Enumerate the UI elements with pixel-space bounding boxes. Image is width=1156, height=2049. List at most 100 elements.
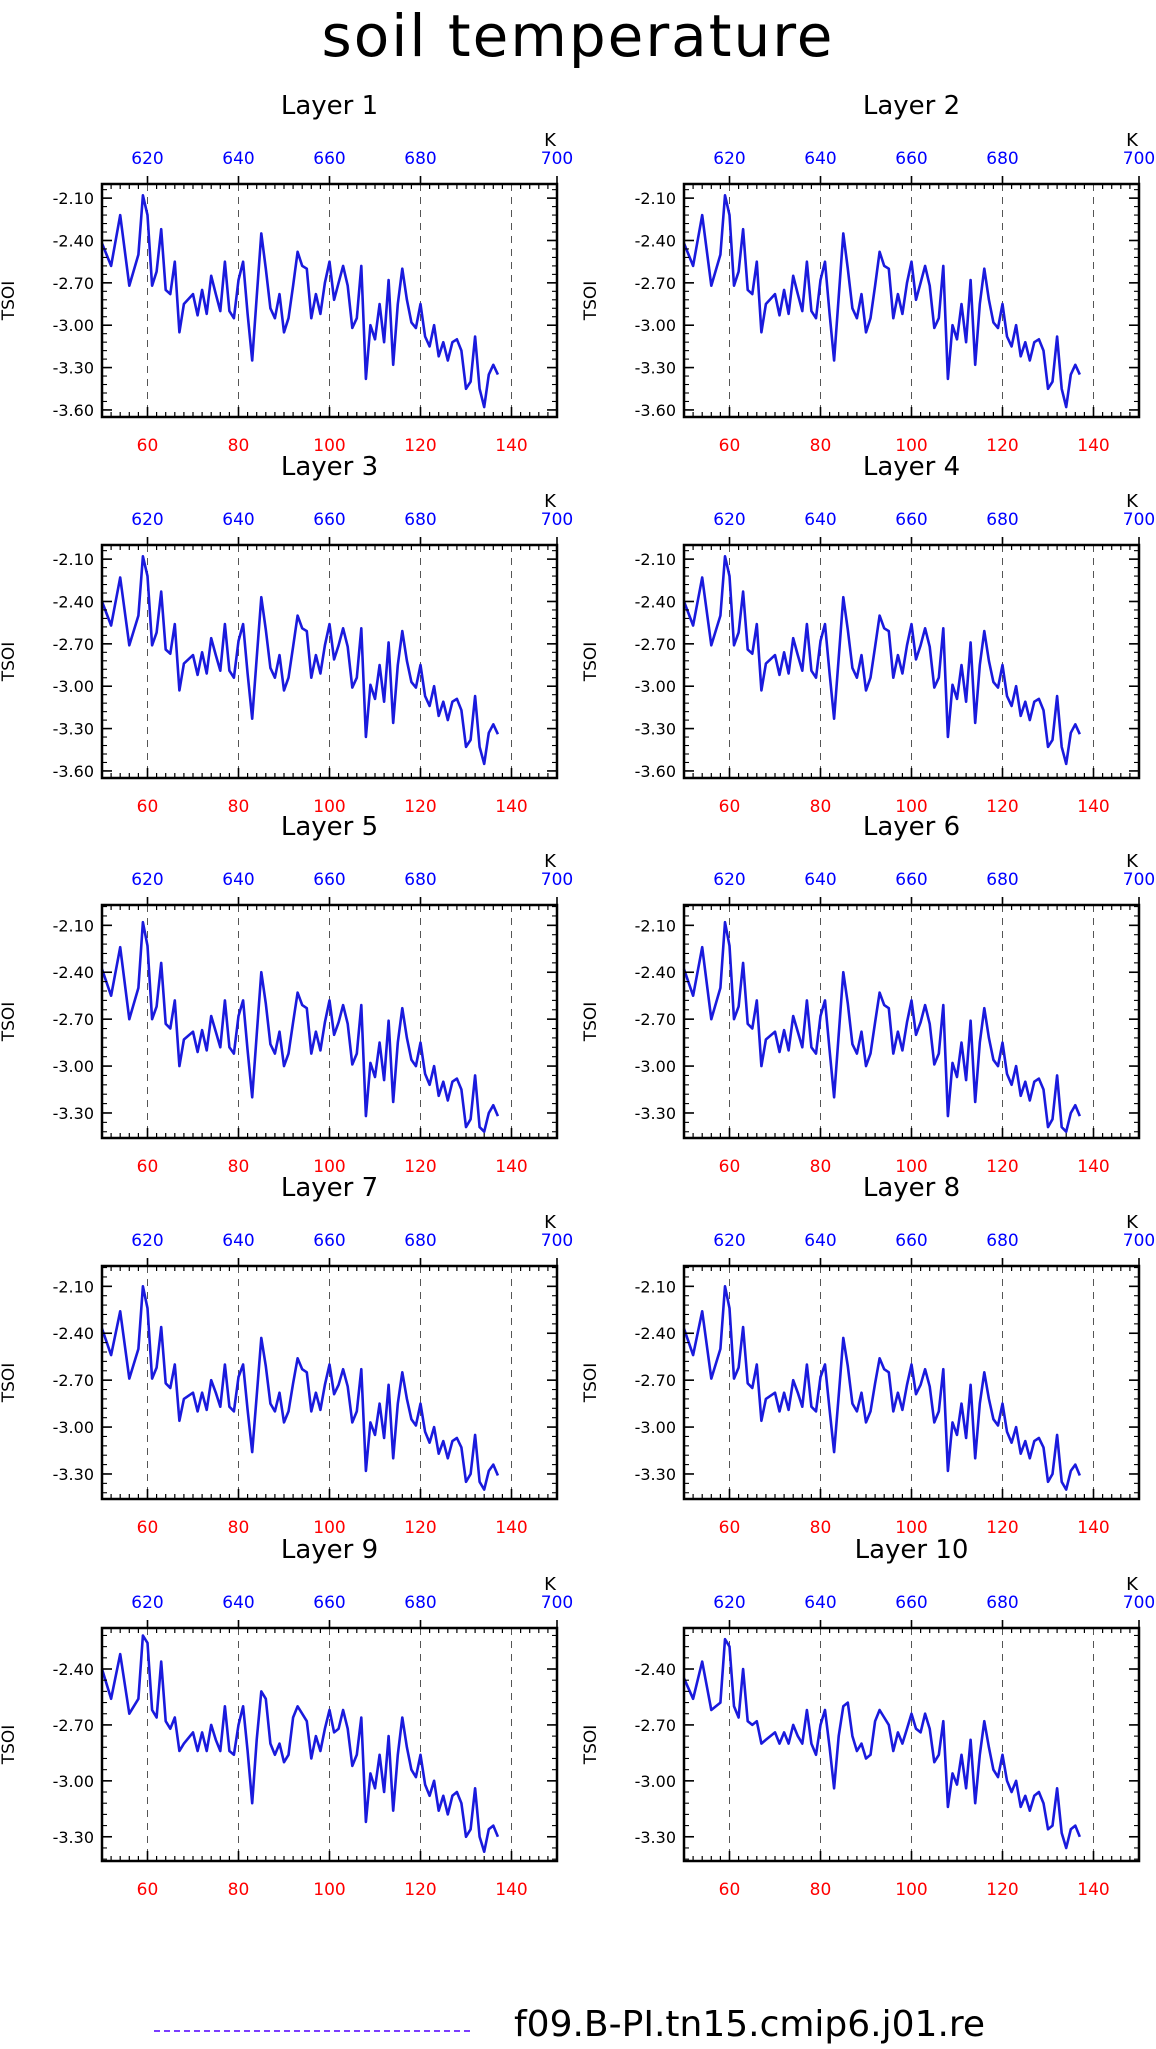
top-tick-label: 700 xyxy=(1123,149,1155,169)
x-tick-label: 140 xyxy=(1077,1880,1109,1900)
y-axis-label: TSOI xyxy=(581,1002,601,1043)
top-axis-label: K xyxy=(544,1574,557,1595)
y-tick-label: -2.10 xyxy=(635,550,676,569)
x-tick-label: 120 xyxy=(404,1880,436,1900)
y-tick-label: -3.60 xyxy=(53,762,94,781)
top-tick-label: 680 xyxy=(986,510,1018,530)
x-tick-label: 100 xyxy=(313,797,345,817)
y-axis-label: TSOI xyxy=(0,281,19,322)
x-tick-label: 140 xyxy=(495,436,527,456)
top-tick-label: 640 xyxy=(222,870,254,890)
y-axis-label: TSOI xyxy=(581,281,601,322)
top-tick-label: 700 xyxy=(541,1593,573,1613)
series-line xyxy=(100,920,500,1133)
x-tick-label: 140 xyxy=(1077,797,1109,817)
x-tick-label: 100 xyxy=(313,1518,345,1538)
y-tick-label: -3.00 xyxy=(635,677,676,696)
y-axis-label: TSOI xyxy=(581,1363,601,1404)
y-tick-label: -3.30 xyxy=(635,720,676,739)
top-tick-label: 700 xyxy=(1123,1231,1155,1251)
top-tick-label: 620 xyxy=(131,1593,163,1613)
x-tick-label: 140 xyxy=(495,1518,527,1538)
top-tick-label: 620 xyxy=(131,510,163,530)
x-tick-label: 80 xyxy=(228,797,250,817)
x-tick-label: 80 xyxy=(228,1880,250,1900)
panel-title: Layer 10 xyxy=(855,1535,969,1565)
y-tick-label: -2.40 xyxy=(53,1660,94,1679)
top-tick-label: 660 xyxy=(313,1231,345,1251)
y-tick-label: -3.60 xyxy=(635,401,676,420)
top-tick-label: 640 xyxy=(222,1231,254,1251)
y-tick-label: -2.70 xyxy=(635,1010,676,1029)
y-tick-label: -3.00 xyxy=(53,316,94,335)
top-tick-label: 660 xyxy=(895,1231,927,1251)
y-tick-label: -2.40 xyxy=(635,231,676,250)
x-tick-label: 80 xyxy=(228,436,250,456)
x-tick-label: 60 xyxy=(137,1880,159,1900)
top-tick-label: 620 xyxy=(131,870,163,890)
x-tick-label: 120 xyxy=(986,1880,1018,1900)
y-tick-label: -2.40 xyxy=(53,231,94,250)
y-tick-label: -2.40 xyxy=(635,1660,676,1679)
top-tick-label: 640 xyxy=(222,149,254,169)
x-tick-label: 140 xyxy=(495,1880,527,1900)
x-tick-label: 120 xyxy=(404,1518,436,1538)
y-tick-label: -3.00 xyxy=(635,1057,676,1076)
y-tick-label: -3.30 xyxy=(635,1104,676,1123)
top-tick-label: 700 xyxy=(1123,510,1155,530)
x-tick-label: 80 xyxy=(228,1518,250,1538)
y-tick-label: -3.00 xyxy=(635,316,676,335)
top-tick-label: 680 xyxy=(986,870,1018,890)
y-tick-label: -2.40 xyxy=(53,592,94,611)
top-tick-label: 620 xyxy=(713,870,745,890)
y-tick-label: -2.70 xyxy=(635,1371,676,1390)
top-tick-label: 620 xyxy=(713,149,745,169)
x-tick-label: 140 xyxy=(1077,1518,1109,1538)
top-tick-label: 700 xyxy=(541,1231,573,1251)
y-tick-label: -2.70 xyxy=(635,274,676,293)
y-tick-label: -3.30 xyxy=(53,720,94,739)
top-axis-label: K xyxy=(1126,1574,1139,1595)
top-tick-label: 640 xyxy=(222,510,254,530)
x-tick-label: 140 xyxy=(1077,1157,1109,1177)
top-tick-label: 640 xyxy=(804,149,836,169)
top-axis-label: K xyxy=(544,130,557,151)
top-tick-label: 620 xyxy=(713,510,745,530)
top-axis-label: K xyxy=(544,851,557,872)
panel-title: Layer 3 xyxy=(281,452,378,482)
top-axis-label: K xyxy=(1126,491,1139,512)
y-tick-label: -2.40 xyxy=(53,1324,94,1343)
top-tick-label: 700 xyxy=(541,870,573,890)
y-tick-label: -3.00 xyxy=(53,1772,94,1791)
top-tick-label: 640 xyxy=(804,510,836,530)
top-tick-label: 620 xyxy=(713,1593,745,1613)
panel-title: Layer 5 xyxy=(281,812,378,842)
y-tick-label: -2.70 xyxy=(635,1716,676,1735)
x-tick-label: 80 xyxy=(228,1157,250,1177)
top-tick-label: 680 xyxy=(404,510,436,530)
top-tick-label: 660 xyxy=(895,510,927,530)
legend-line-swatch xyxy=(154,2030,470,2032)
top-tick-label: 680 xyxy=(404,870,436,890)
top-tick-label: 680 xyxy=(986,149,1018,169)
x-tick-label: 60 xyxy=(719,436,741,456)
top-tick-label: 640 xyxy=(804,1231,836,1251)
y-tick-label: -3.00 xyxy=(53,1418,94,1437)
top-tick-label: 700 xyxy=(541,149,573,169)
x-tick-label: 120 xyxy=(404,1157,436,1177)
y-tick-label: -2.10 xyxy=(53,189,94,208)
y-tick-label: -3.30 xyxy=(53,1104,94,1123)
panel-title: Layer 8 xyxy=(863,1173,960,1203)
x-tick-label: 80 xyxy=(810,436,832,456)
y-tick-label: -3.30 xyxy=(635,1465,676,1484)
top-tick-label: 680 xyxy=(986,1231,1018,1251)
x-tick-label: 120 xyxy=(986,1518,1018,1538)
